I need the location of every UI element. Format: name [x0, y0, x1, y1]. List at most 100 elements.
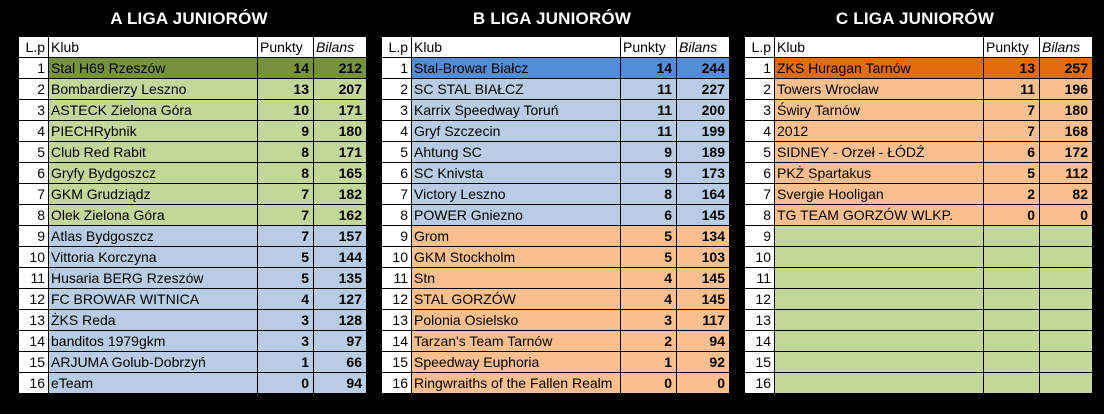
table-row: 3 Karrix Speedway Toruń 11 200 — [381, 99, 730, 121]
row-balance: 82 — [1039, 183, 1093, 205]
table-row: 11 Stn 4 145 — [381, 267, 730, 289]
row-balance: 92 — [676, 351, 730, 373]
row-points: 14 — [257, 57, 314, 79]
table-row: 11 Husaria BERG Rzeszów 5 135 — [18, 267, 367, 289]
row-position: 6 — [744, 162, 775, 184]
header-club: Klub — [48, 36, 258, 58]
row-balance: 162 — [313, 204, 367, 226]
table-row: 5 Ahtung SC 9 189 — [381, 141, 730, 163]
row-balance — [1039, 288, 1093, 310]
row-position: 8 — [18, 204, 49, 226]
row-club — [774, 330, 984, 352]
row-balance: 189 — [676, 141, 730, 163]
row-club: Club Red Rabit — [48, 141, 258, 163]
table-row: 14 — [744, 330, 1093, 352]
table-row: 14 Tarzan's Team Tarnów 2 94 — [381, 330, 730, 352]
row-position: 14 — [18, 330, 49, 352]
row-points: 7 — [257, 183, 314, 205]
row-club: POWER Gniezno — [411, 204, 621, 226]
header-lp: L.p — [381, 36, 412, 58]
row-position: 4 — [744, 120, 775, 142]
row-position: 3 — [381, 99, 412, 121]
table-row: 5 Club Red Rabit 8 171 — [18, 141, 367, 163]
header-points: Punkty — [257, 36, 314, 58]
row-position: 1 — [744, 57, 775, 79]
row-points: 8 — [257, 162, 314, 184]
row-club: banditos 1979gkm — [48, 330, 258, 352]
table-row: 1 Stal H69 Rzeszów 14 212 — [18, 57, 367, 79]
row-points: 7 — [983, 120, 1040, 142]
header-balance: Bilans — [1039, 36, 1093, 58]
row-points: 1 — [257, 351, 314, 373]
row-balance — [1039, 372, 1093, 394]
row-points: 11 — [620, 120, 677, 142]
table-row: 16 Ringwraiths of the Fallen Realm 0 0 — [381, 372, 730, 394]
row-position: 10 — [744, 246, 775, 268]
row-points — [983, 288, 1040, 310]
row-club: Victory Leszno — [411, 183, 621, 205]
row-club — [774, 225, 984, 247]
row-points: 5 — [620, 225, 677, 247]
table-row: 7 GKM Grudziądz 7 182 — [18, 183, 367, 205]
row-club: Ahtung SC — [411, 141, 621, 163]
row-position: 12 — [381, 288, 412, 310]
table-row: 8 TG TEAM GORZÓW WLKP. 0 0 — [744, 204, 1093, 226]
row-club: PIECHRybnik — [48, 120, 258, 142]
row-club: ARJUMA Golub-Dobrzyń — [48, 351, 258, 373]
row-club: Husaria BERG Rzeszów — [48, 267, 258, 289]
row-points: 9 — [620, 141, 677, 163]
row-balance: 168 — [1039, 120, 1093, 142]
row-balance: 172 — [1039, 141, 1093, 163]
row-points: 0 — [620, 372, 677, 394]
row-balance: 180 — [1039, 99, 1093, 121]
table-row: 16 eTeam 0 94 — [18, 372, 367, 394]
table-row: 2 Bombardierzy Leszno 13 207 — [18, 78, 367, 100]
row-club: Stal H69 Rzeszów — [48, 57, 258, 79]
table-row: 5 SIDNEY - Orzeł - ŁÓDŹ 6 172 — [744, 141, 1093, 163]
row-balance: 244 — [676, 57, 730, 79]
row-balance: 94 — [676, 330, 730, 352]
row-position: 7 — [744, 183, 775, 205]
row-balance — [1039, 267, 1093, 289]
league-c-table: L.p Klub Punkty Bilans 1 ZKS Huragan Tarnów 13… — [744, 36, 1093, 394]
table-row: 10 — [744, 246, 1093, 268]
table-row: 8 Olek Zielona Góra 7 162 — [18, 204, 367, 226]
row-balance: 128 — [313, 309, 367, 331]
row-balance: 196 — [1039, 78, 1093, 100]
row-club: Speedway Euphoria — [411, 351, 621, 373]
row-points: 3 — [620, 309, 677, 331]
row-points: 7 — [257, 204, 314, 226]
table-row: 1 ZKS Huragan Tarnów 13 257 — [744, 57, 1093, 79]
row-balance: 144 — [313, 246, 367, 268]
row-position: 4 — [18, 120, 49, 142]
row-balance: 257 — [1039, 57, 1093, 79]
row-balance — [1039, 246, 1093, 268]
row-balance: 94 — [313, 372, 367, 394]
table-row: 6 SC Knivsta 9 173 — [381, 162, 730, 184]
table-row: 11 — [744, 267, 1093, 289]
row-balance: 165 — [313, 162, 367, 184]
row-position: 12 — [18, 288, 49, 310]
row-balance: 97 — [313, 330, 367, 352]
row-club: Svergie Hooligan — [774, 183, 984, 205]
row-points: 5 — [257, 246, 314, 268]
row-position: 8 — [381, 204, 412, 226]
row-points: 6 — [983, 141, 1040, 163]
row-points — [983, 309, 1040, 331]
row-balance: 103 — [676, 246, 730, 268]
table-header-row: L.p Klub Punkty Bilans — [744, 36, 1093, 58]
row-club — [774, 246, 984, 268]
row-points: 4 — [257, 288, 314, 310]
row-position: 1 — [381, 57, 412, 79]
row-points: 13 — [983, 57, 1040, 79]
row-club: Bombardierzy Leszno — [48, 78, 258, 100]
row-position: 7 — [18, 183, 49, 205]
row-balance — [1039, 351, 1093, 373]
row-club: ASTECK Zielona Góra — [48, 99, 258, 121]
row-position: 4 — [381, 120, 412, 142]
table-row: 6 PKŻ Spartakus 5 112 — [744, 162, 1093, 184]
row-balance: 164 — [676, 183, 730, 205]
table-row: 3 ASTECK Zielona Góra 10 171 — [18, 99, 367, 121]
league-a-table: L.p Klub Punkty Bilans 1 Stal H69 Rzeszów 14 21… — [18, 36, 367, 394]
row-points: 5 — [257, 267, 314, 289]
